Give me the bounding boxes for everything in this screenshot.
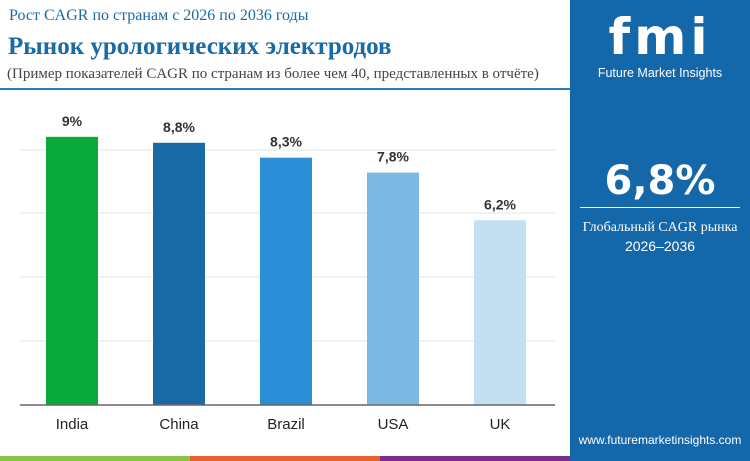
sidebar-panel: fmi Future Market Insights 6,8% Глобальн… (570, 0, 750, 461)
bar-china (153, 142, 205, 405)
footer-strip-purple (380, 456, 570, 461)
global-cagr-label: Глобальный CAGR рынка (582, 220, 738, 235)
bar-india (46, 136, 98, 405)
bar-usa (367, 172, 419, 405)
chart-subtitle: Рост CAGR по странам с 2026 по 2036 годы (9, 7, 309, 24)
data-label: 8,3% (270, 134, 302, 150)
header-divider (0, 88, 570, 90)
chart-title: Рынок урологических электродов (8, 33, 392, 60)
x-tick-label: USA (378, 416, 409, 433)
x-tick-label: India (56, 416, 89, 433)
bar-chart: 9% India 8,8% China 8,3% Brazil 7,8% USA 6,2% UK (20, 113, 555, 433)
bar-brazil (260, 157, 312, 405)
x-tick-label: Brazil (267, 416, 305, 433)
website-url: www.futuremarketinsights.com (578, 433, 742, 447)
x-tick-label: UK (490, 416, 511, 433)
data-label: 8,8% (163, 119, 195, 135)
footer-strip-green (0, 456, 190, 461)
data-label: 6,2% (484, 196, 516, 212)
footer-strip-orange (190, 456, 380, 461)
data-label: 9% (62, 113, 83, 129)
fmi-logo: fmi (608, 8, 712, 66)
sidebar-divider (580, 207, 740, 208)
global-cagr-value: 6,8% (604, 158, 716, 204)
chart-note: (Пример показателей CAGR по странам из б… (7, 66, 539, 82)
x-tick-label: China (159, 416, 199, 433)
bar-uk (474, 220, 526, 405)
brand-name: Future Market Insights (597, 66, 723, 80)
global-cagr-years: 2026–2036 (624, 238, 696, 254)
data-label: 7,8% (377, 149, 409, 165)
